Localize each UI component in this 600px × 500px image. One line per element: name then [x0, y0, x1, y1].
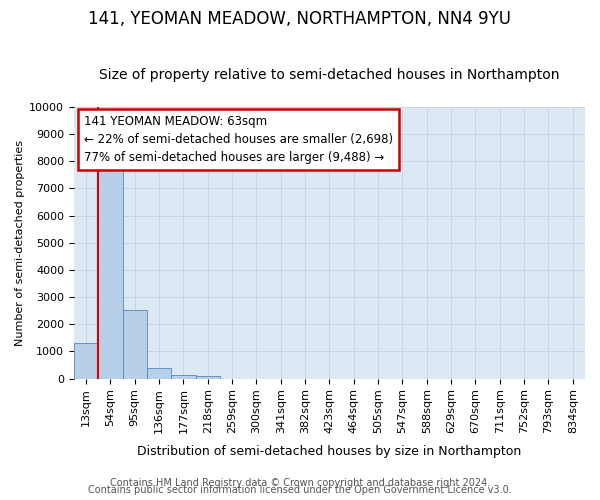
Y-axis label: Number of semi-detached properties: Number of semi-detached properties: [15, 140, 25, 346]
Bar: [196, 376, 220, 378]
Text: Contains HM Land Registry data © Crown copyright and database right 2024.: Contains HM Land Registry data © Crown c…: [110, 478, 490, 488]
X-axis label: Distribution of semi-detached houses by size in Northampton: Distribution of semi-detached houses by …: [137, 444, 521, 458]
Bar: [147, 368, 171, 378]
Title: Size of property relative to semi-detached houses in Northampton: Size of property relative to semi-detach…: [99, 68, 560, 82]
Bar: [122, 310, 147, 378]
Bar: [98, 160, 122, 378]
Text: Contains public sector information licensed under the Open Government Licence v3: Contains public sector information licen…: [88, 485, 512, 495]
Text: 141, YEOMAN MEADOW, NORTHAMPTON, NN4 9YU: 141, YEOMAN MEADOW, NORTHAMPTON, NN4 9YU: [89, 10, 511, 28]
Bar: [74, 343, 98, 378]
Bar: [171, 374, 196, 378]
Text: 141 YEOMAN MEADOW: 63sqm
← 22% of semi-detached houses are smaller (2,698)
77% o: 141 YEOMAN MEADOW: 63sqm ← 22% of semi-d…: [84, 115, 393, 164]
